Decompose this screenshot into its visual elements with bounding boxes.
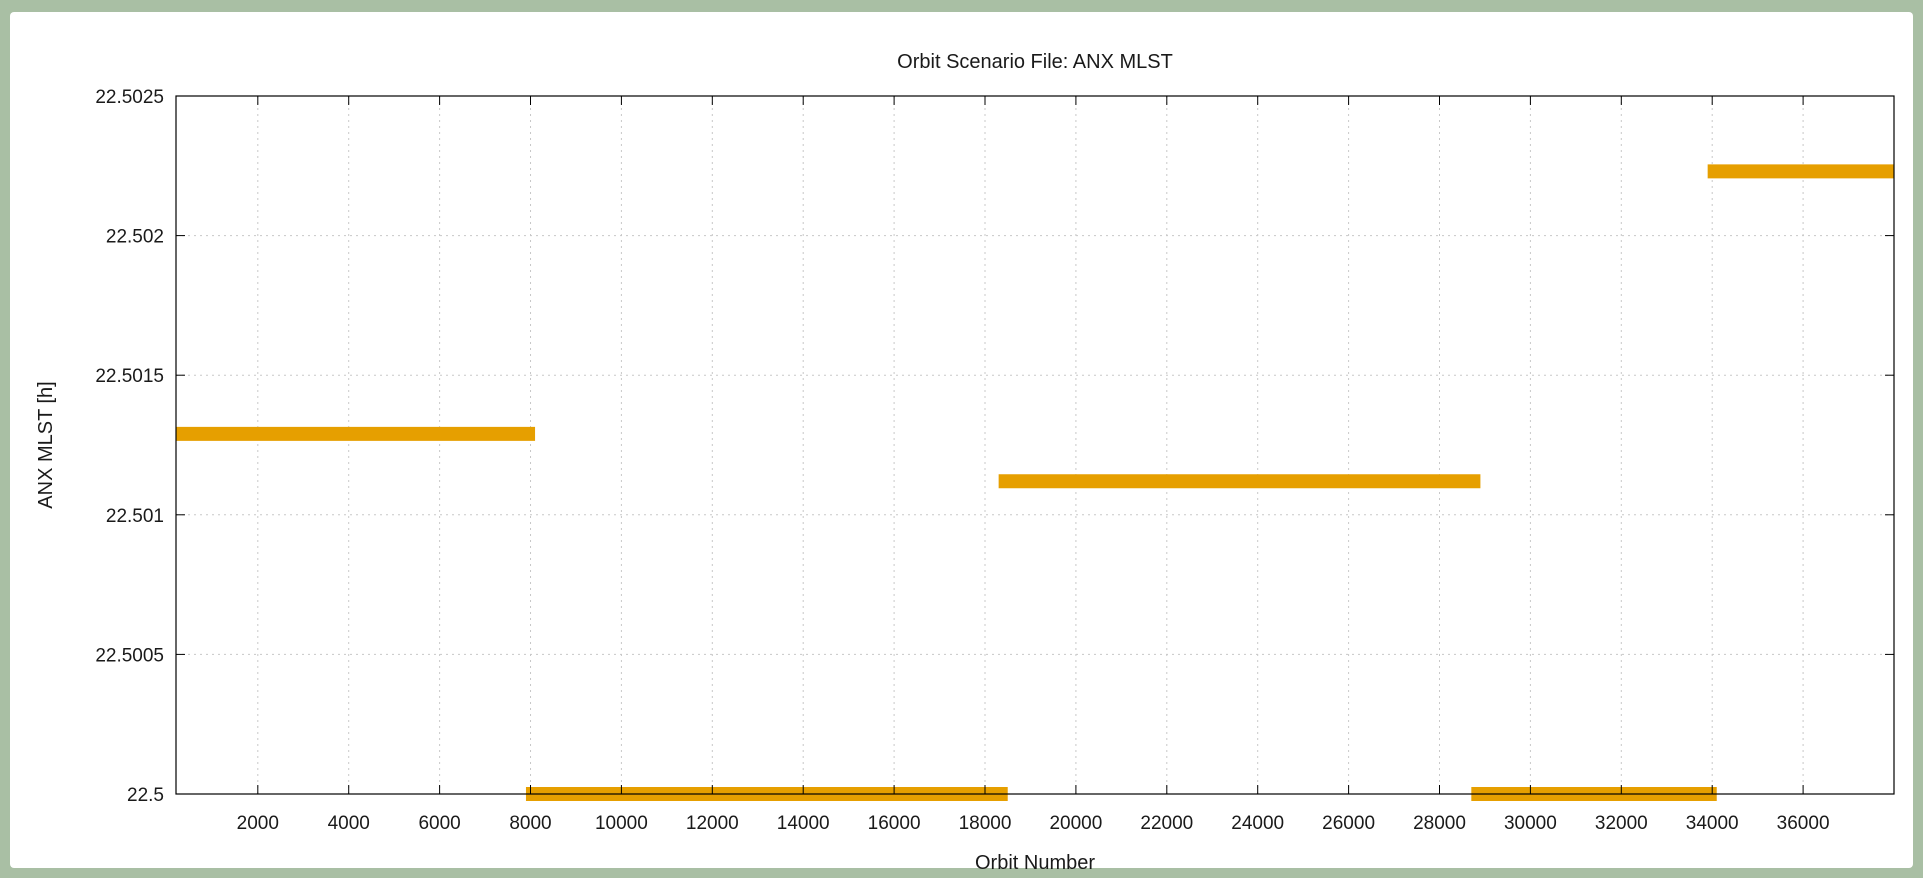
x-tick-label: 4000 [328, 813, 370, 834]
chart-title: Orbit Scenario File: ANX MLST [897, 51, 1173, 73]
x-tick-label: 26000 [1322, 813, 1375, 834]
x-tick-label: 22000 [1140, 813, 1193, 834]
x-tick-label: 34000 [1686, 813, 1739, 834]
x-tick-label: 8000 [509, 813, 551, 834]
x-tick-label: 32000 [1595, 813, 1648, 834]
y-tick-label: 22.5025 [95, 87, 164, 108]
x-tick-label: 6000 [418, 813, 460, 834]
x-tick-label: 24000 [1231, 813, 1284, 834]
y-axis-title: ANX MLST [h] [35, 381, 57, 508]
x-tick-label: 36000 [1777, 813, 1830, 834]
x-axis-title: Orbit Number [975, 852, 1095, 874]
x-tick-label: 30000 [1504, 813, 1557, 834]
plot-area-border [175, 95, 1895, 795]
x-tick-label: 10000 [595, 813, 648, 834]
y-tick-label: 22.5 [127, 785, 164, 806]
x-tick-label: 20000 [1049, 813, 1102, 834]
y-tick-label: 22.502 [106, 227, 164, 248]
data-segments [176, 164, 1894, 801]
x-tick-label: 28000 [1413, 813, 1466, 834]
x-tick-label: 16000 [868, 813, 921, 834]
axis-ticks [176, 95, 1894, 795]
y-tick-label: 22.5015 [95, 366, 164, 387]
grid [176, 96, 1894, 794]
x-tick-label: 12000 [686, 813, 739, 834]
x-tick-label: 2000 [237, 813, 279, 834]
x-tick-labels: 2000 4000 6000 8000 10000 12000 14000 16000 1800… [237, 813, 1830, 834]
x-tick-label: 14000 [777, 813, 830, 834]
y-tick-labels: 22.5 22.5005 22.501 22.5015 22.502 22.5025 [95, 87, 164, 806]
y-tick-label: 22.501 [106, 506, 164, 527]
x-tick-label: 18000 [959, 813, 1012, 834]
y-tick-label: 22.5005 [95, 645, 164, 666]
